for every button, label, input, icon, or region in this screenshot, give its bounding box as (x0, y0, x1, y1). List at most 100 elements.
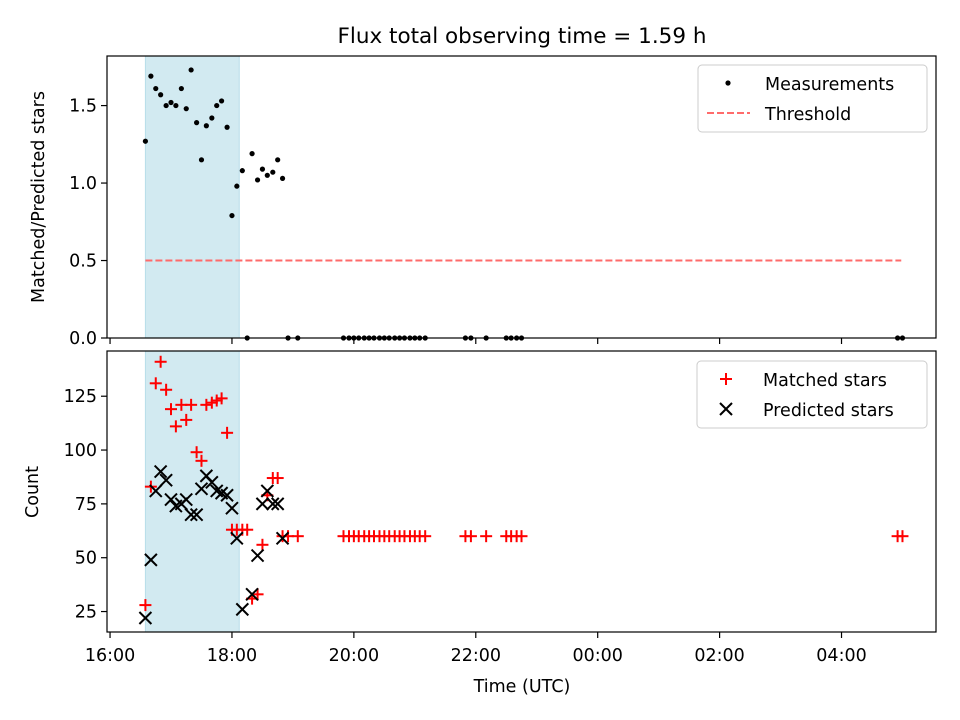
legend-measurements-marker (725, 80, 731, 86)
top-legend[interactable]: Measurements Threshold (697, 64, 928, 133)
bottom-legend[interactable]: Matched stars Predicted stars (696, 360, 928, 429)
predicted-star-point (230, 531, 244, 546)
measurement-point (234, 183, 240, 189)
bottom-y-tick-label: 50 (75, 549, 97, 569)
top-y-ticks: 0.0 0.5 1.0 1.5 (69, 97, 107, 349)
legend-matched-label: Matched stars (763, 371, 887, 391)
predicted-star-point (189, 507, 204, 522)
bottom-shaded-span-layer (144, 350, 240, 633)
x-tick-label: 22:00 (451, 646, 501, 666)
measurement-point (209, 115, 215, 121)
x-tick-label: 18:00 (207, 646, 257, 666)
top-y-tick-label: 1.0 (69, 174, 97, 194)
measurement-point (259, 166, 266, 172)
matched-star-point (154, 355, 167, 368)
legend-predicted-marker (719, 402, 733, 416)
predicted-star-point (144, 553, 158, 567)
measurement-point (142, 138, 149, 144)
bottom-y-tick-label: 75 (75, 495, 97, 515)
matched-star-point (896, 530, 909, 543)
measurement-point (153, 85, 159, 92)
top-legend-box (697, 64, 928, 133)
bottom-y-ticks: 25 50 75 100 125 (64, 387, 107, 623)
measurement-point (173, 102, 179, 109)
x-tick-label: 20:00 (329, 646, 379, 666)
matched-star-point (241, 523, 254, 536)
matched-star-point (185, 398, 198, 411)
x-tick-label: 16:00 (85, 646, 135, 666)
chart-title: Flux total observing time = 1.59 h (338, 24, 707, 49)
predicted-star-point (205, 475, 219, 490)
measurement-point (178, 85, 184, 92)
bottom-legend-box (696, 360, 928, 429)
predicted-star-point (245, 587, 259, 602)
top-y-tick-label: 0.0 (69, 329, 97, 349)
predicted-star-point (255, 497, 270, 511)
matched-star-point (271, 472, 284, 485)
measurement-point (254, 177, 261, 183)
bottom-y-axis-label: Count (23, 466, 43, 518)
x-tick-label: 04:00 (816, 646, 866, 666)
matched-star-point (195, 454, 208, 467)
bottom-y-tick-label: 100 (64, 441, 97, 461)
predicted-star-point (270, 497, 285, 511)
measurement-point (188, 67, 194, 73)
bottom-y-tick-label: 125 (64, 387, 97, 407)
measurement-point (270, 169, 276, 175)
matched-star-point (515, 530, 528, 543)
measurement-point (148, 73, 154, 79)
matched-star-point (180, 413, 193, 426)
measurement-point (275, 157, 281, 163)
measurement-point (239, 168, 245, 174)
matched-star-point (419, 530, 432, 543)
matched-star-point (291, 530, 304, 543)
bottom-shaded-span (144, 350, 240, 633)
measurement-point (168, 99, 174, 106)
predicted-star-point (220, 488, 234, 502)
predicted-star-point (225, 501, 239, 515)
matched-star-point (160, 383, 173, 396)
top-y-axis-label: Matched/Predicted stars (29, 91, 49, 303)
bottom-panel: 25 50 75 100 125 16:00 18:00 20:00 22:00 00:00 02… (23, 350, 937, 697)
top-x-ticks (109, 338, 843, 344)
x-tick-label: 02:00 (694, 646, 744, 666)
top-panel: 0.0 0.5 1.0 1.5 Matched/Predicted stars Mea… (29, 55, 937, 349)
measurement-point (203, 123, 209, 129)
predicted-star-point (266, 497, 280, 511)
bottom-predicted-layer (138, 464, 290, 625)
predicted-star-point (149, 484, 163, 498)
matched-star-point (480, 530, 493, 543)
measurement-point (249, 151, 255, 157)
top-shaded-span (144, 55, 240, 339)
measurement-point (198, 157, 205, 163)
measurement-point (163, 102, 169, 109)
matched-star-point (221, 426, 234, 439)
measurement-point (279, 175, 286, 182)
measurement-point (264, 172, 270, 178)
matched-star-point (251, 588, 264, 601)
predicted-star-point (153, 464, 168, 479)
predicted-star-point (179, 492, 193, 507)
predicted-star-point (138, 611, 153, 625)
top-shaded-span-layer (144, 55, 240, 339)
measurement-point (214, 102, 220, 109)
matched-star-point (165, 403, 178, 416)
predicted-star-point (275, 531, 290, 546)
measurement-point (158, 92, 164, 98)
matched-star-point (256, 538, 269, 551)
measurement-point (224, 124, 230, 130)
measurement-point (229, 212, 235, 219)
x-tick-label: 00:00 (572, 646, 622, 666)
top-y-tick-label: 0.5 (69, 252, 97, 272)
legend-measurements-label: Measurements (765, 75, 894, 95)
matched-star-point (190, 446, 203, 459)
matched-star-point (464, 530, 477, 543)
top-y-tick-label: 1.5 (69, 97, 97, 117)
top-axes-frame (106, 55, 937, 339)
predicted-star-point (235, 602, 250, 617)
matched-star-point (149, 377, 162, 390)
predicted-star-point (164, 492, 178, 507)
x-axis-label: Time (UTC) (473, 677, 571, 697)
legend-threshold-label: Threshold (764, 105, 851, 125)
predicted-star-point (159, 473, 173, 487)
